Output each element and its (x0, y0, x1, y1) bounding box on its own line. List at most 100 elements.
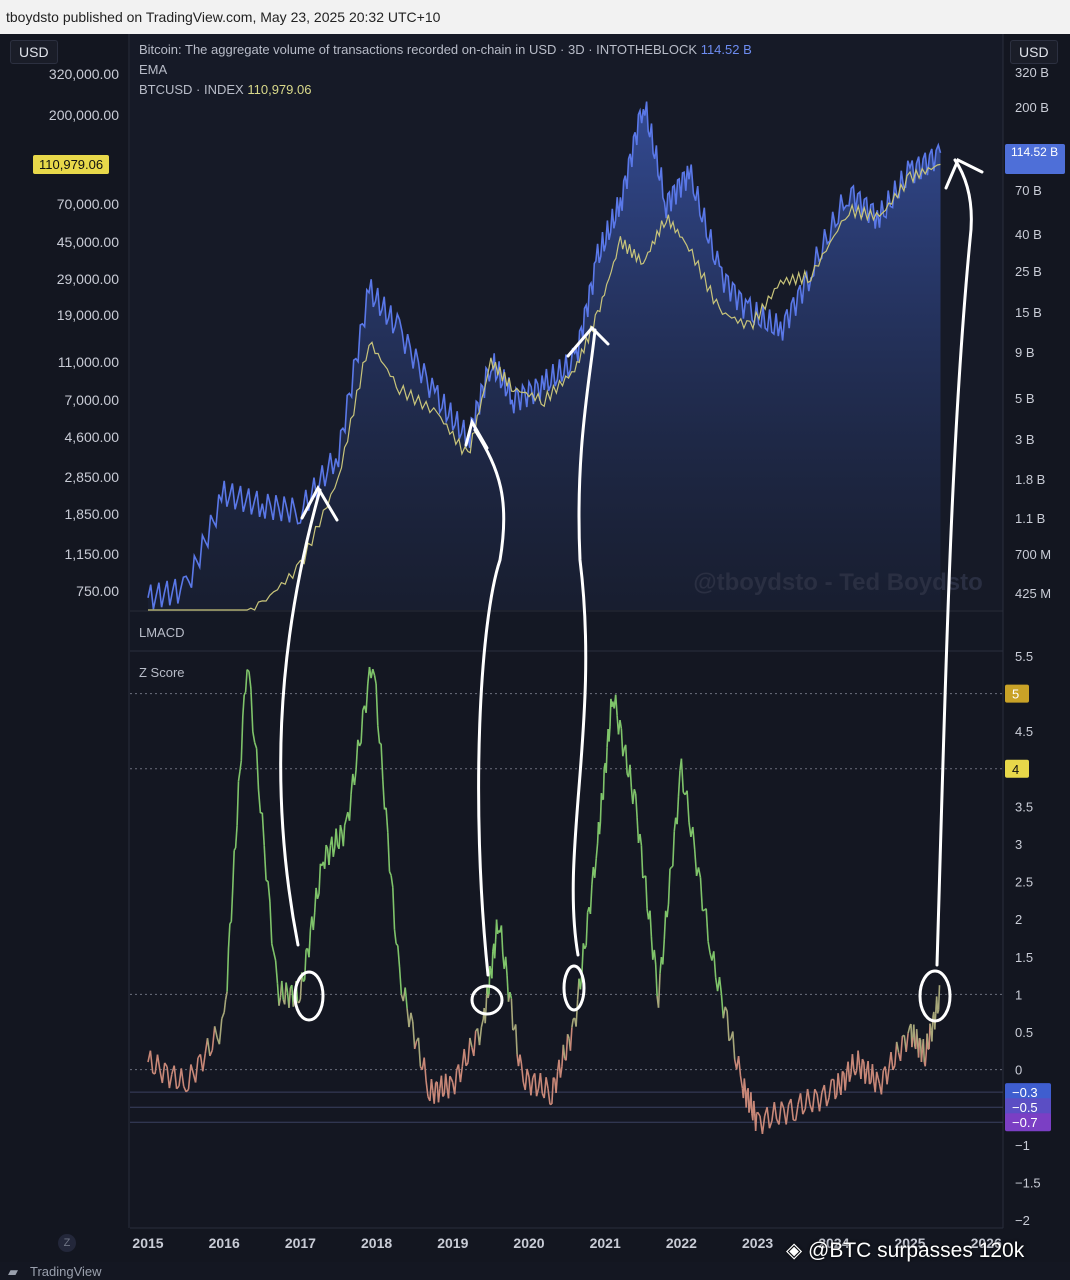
zscore-segment (267, 881, 271, 902)
zscore-segment (650, 936, 654, 960)
zscore-segment (629, 764, 633, 788)
time-axis-label: 2022 (666, 1235, 697, 1251)
zscore-segment (298, 998, 302, 1004)
zscore-segment (355, 739, 359, 770)
z-button[interactable]: Z (58, 1234, 76, 1252)
zscore-segment (410, 1012, 414, 1023)
price-axis-label: 70,000.00 (57, 196, 119, 212)
zscore-segment (640, 845, 644, 879)
legend-volume[interactable]: Bitcoin: The aggregate volume of transac… (139, 42, 752, 57)
zscore-segment (271, 943, 275, 953)
zscore-axis-label: 5.5 (1015, 649, 1033, 664)
annotation-arrowhead (464, 418, 489, 450)
zscore-segment (168, 1074, 173, 1089)
zscore-axis-label: 0 (1015, 1063, 1022, 1078)
binance-icon: ◈ (786, 1239, 803, 1262)
annotation-arrow (571, 328, 597, 957)
zscore-segment (488, 966, 491, 995)
zscore-segment (272, 951, 277, 961)
zscore-segment (686, 790, 690, 823)
zscore-segment (634, 793, 638, 818)
zscore-segment (823, 1084, 828, 1107)
zscore-segment (697, 867, 702, 878)
zscore-segment (644, 875, 648, 909)
zscore-segment (663, 910, 667, 940)
zscore-segment (469, 1037, 473, 1048)
zscore-segment (533, 1073, 538, 1097)
zscore-segment (504, 956, 508, 976)
zscore-segment (737, 1056, 742, 1076)
legend-btcusd[interactable]: BTCUSD · INDEX 110,979.06 (139, 82, 311, 97)
volume-axis-label: 9 B (1015, 345, 1035, 360)
zscore-segment (726, 1011, 730, 1041)
zscore-segment (265, 879, 269, 882)
zscore-segment (622, 748, 626, 757)
zscore-segment (288, 988, 292, 1008)
zscore-segment (935, 996, 939, 1014)
zscore-segment (194, 1057, 199, 1083)
zscore-segment (430, 1079, 434, 1091)
zscore-segment (555, 1071, 559, 1094)
volume-axis-label: 15 B (1015, 305, 1042, 320)
zscore-segment (372, 668, 376, 676)
left-currency-button[interactable]: USD (10, 40, 58, 64)
zscore-segment (221, 1012, 225, 1019)
zscore-segment (620, 728, 624, 757)
volume-line (147, 101, 942, 610)
annotation-arrowhead (300, 484, 339, 522)
zscore-segment (278, 997, 282, 1006)
chart-svg[interactable]: 2015 2016 2017 2018 2019 2020 2021 2022 2023 2024… (0, 34, 1070, 1262)
zscore-segment (875, 1071, 879, 1079)
lmacd-pane[interactable] (130, 612, 1003, 652)
chart-area[interactable]: 2015 2016 2017 2018 2019 2020 2021 2022 2023 2024… (0, 34, 1070, 1262)
zscore-segment (840, 1071, 844, 1095)
time-axis-label: 2016 (209, 1235, 240, 1251)
zscore-segment (380, 743, 384, 780)
time-axis-label: 2025 (894, 1235, 925, 1251)
legend-ema[interactable]: EMA (139, 62, 167, 77)
zscore-segment (662, 939, 666, 965)
zscore-segment (693, 849, 698, 877)
time-axis-label: 2021 (590, 1235, 621, 1251)
zscore-segment (465, 1062, 469, 1067)
price-axis-label: 11,000.00 (58, 354, 119, 370)
volume-axis-label: 3 B (1015, 432, 1035, 447)
zscore-title[interactable]: Z Score (139, 665, 185, 680)
zscore-segment (226, 948, 230, 992)
zscore-segment (166, 1066, 171, 1089)
zscore-segment (255, 748, 260, 790)
legend-ema-text: EMA (139, 62, 168, 77)
right-currency-button[interactable]: USD (1010, 40, 1058, 64)
zscore-segment (442, 1094, 445, 1098)
zscore-segment (250, 688, 254, 732)
zscore-segment (463, 1048, 467, 1066)
zscore-segment (575, 999, 579, 1027)
zscore-segment (732, 1031, 736, 1060)
annotation-circle (293, 970, 325, 1022)
time-axis-label: 2020 (513, 1235, 544, 1251)
zscore-segment (393, 929, 397, 944)
price-axis-label: 4,600.00 (65, 429, 120, 445)
legend-volume-text: Bitcoin: The aggregate volume of transac… (139, 42, 698, 57)
zscore-segment (895, 1041, 900, 1053)
zscore-segment (624, 744, 628, 774)
zscore-segment (837, 1073, 841, 1087)
zscore-segment (653, 949, 657, 965)
zscore-segment (864, 1070, 868, 1084)
watermark: @tboydsto - Ted Boydsto (693, 569, 983, 596)
zscore-segment (844, 1072, 848, 1091)
zscore-segment (318, 863, 322, 895)
zscore-segment (246, 668, 250, 673)
price-axis-label: 750.00 (76, 583, 119, 599)
zscore-segment (790, 1098, 795, 1121)
zscore-segment (892, 1065, 896, 1071)
zscore-segment (676, 796, 680, 825)
lmacd-title[interactable]: LMACD (139, 625, 185, 640)
zscore-segment (240, 716, 244, 761)
zscore-segment (353, 769, 357, 786)
zscore-segment (633, 788, 637, 795)
zscore-segment (248, 671, 252, 689)
zscore-pane[interactable] (130, 652, 1003, 1228)
zscore-segment (672, 831, 676, 867)
zscore-segment (861, 1058, 865, 1063)
